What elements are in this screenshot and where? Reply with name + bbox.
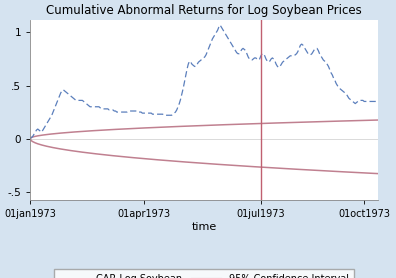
Legend: CAR Log Soybean, 95% Confidence Interval: CAR Log Soybean, 95% Confidence Interval xyxy=(54,269,354,278)
X-axis label: time: time xyxy=(192,222,217,232)
Title: Cumulative Abnormal Returns for Log Soybean Prices: Cumulative Abnormal Returns for Log Soyb… xyxy=(46,4,362,17)
